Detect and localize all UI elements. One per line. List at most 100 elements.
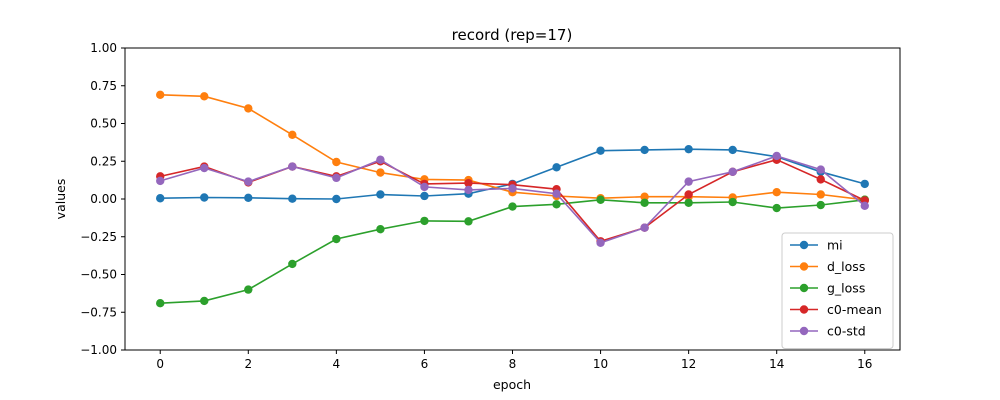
data-point-g_loss [684, 198, 693, 207]
x-tick-label: 6 [421, 357, 429, 371]
legend-box [781, 232, 894, 349]
data-point-g_loss [200, 296, 209, 306]
y-tick-label: −0.75 [80, 305, 117, 319]
y-tick-label: −1.00 [80, 343, 117, 357]
data-point-g_loss [288, 259, 297, 269]
data-point-d_loss [376, 168, 385, 177]
legend: mi d_loss g_loss c0-mean c0-std [781, 232, 894, 349]
data-point-g_loss [640, 198, 649, 207]
legend-item-d_loss: d_loss [790, 259, 865, 274]
data-point-c0-std [200, 163, 209, 173]
data-point-mi [728, 145, 737, 155]
data-point-c0-std [288, 162, 297, 171]
data-point-c0-std [552, 189, 561, 198]
data-point-c0-std [816, 165, 825, 174]
data-point-g_loss [156, 298, 165, 308]
x-tick-label: 4 [333, 357, 341, 371]
data-point-d_loss [288, 130, 297, 140]
data-point-g_loss [772, 203, 781, 213]
legend-item-g_loss: g_loss [790, 281, 865, 296]
series-g_loss [156, 195, 869, 308]
data-point-d_loss [200, 92, 209, 101]
legend-label: c0-std [827, 324, 866, 339]
y-tick-label: 1.00 [90, 41, 117, 55]
data-point-c0-std [860, 201, 869, 210]
y-tick-label: 0.25 [90, 154, 117, 168]
data-point-c0-std [508, 184, 517, 193]
legend-marker [799, 262, 809, 271]
data-point-mi [244, 193, 253, 202]
data-point-mi [376, 190, 385, 199]
data-point-c0-std [728, 167, 737, 177]
data-point-mi [332, 194, 341, 204]
data-point-c0-std [640, 223, 649, 232]
x-tick-label: 10 [593, 357, 608, 371]
data-point-c0-std [244, 177, 253, 186]
series-c0-std [156, 151, 869, 247]
series-line-g_loss [160, 198, 865, 304]
series-layer [156, 90, 869, 308]
data-point-g_loss [508, 202, 517, 211]
legend-label: g_loss [827, 281, 865, 296]
legend-label: d_loss [827, 259, 865, 274]
y-axis-label: values [53, 179, 68, 220]
data-point-g_loss [596, 195, 605, 204]
data-point-c0-std [772, 151, 781, 161]
data-point-c0-std [464, 185, 473, 195]
x-tick-label: 2 [244, 357, 252, 371]
series-line-c0-std [159, 155, 866, 244]
data-point-d_loss [332, 157, 341, 167]
data-point-c0-mean [684, 190, 693, 199]
legend-item-c0-std: c0-std [790, 324, 866, 339]
x-tick-label: 0 [156, 357, 164, 371]
legend-item-c0-mean: c0-mean [790, 302, 882, 317]
y-tick-label: 0.50 [90, 117, 117, 131]
x-tick-label: 16 [857, 357, 872, 371]
data-point-c0-std [684, 177, 693, 186]
data-point-d_loss [244, 104, 253, 113]
y-tick-label: 0.00 [90, 192, 117, 206]
data-point-d_loss [640, 192, 649, 201]
data-point-d_loss [816, 190, 825, 199]
data-point-mi [552, 163, 561, 172]
x-tick-label: 14 [769, 357, 784, 371]
data-point-d_loss [156, 90, 165, 100]
data-point-c0-mean [464, 178, 473, 188]
data-point-mi [640, 145, 649, 155]
data-point-mi [596, 146, 605, 155]
data-point-mi [684, 144, 693, 154]
data-point-c0-std [376, 155, 385, 164]
x-axis-label: epoch [493, 377, 531, 392]
data-point-mi [156, 194, 165, 203]
y-tick-label: −0.25 [80, 230, 117, 244]
data-point-c0-std [420, 182, 429, 192]
y-axis: −1.00 −0.75 −0.50 −0.25 0.00 0.25 0.50 0.75 1.00 [80, 41, 125, 357]
data-point-g_loss [420, 216, 429, 226]
x-tick-label: 12 [681, 357, 696, 371]
data-point-c0-std [332, 173, 341, 183]
legend-item-mi: mi [790, 238, 843, 253]
legend-label: mi [827, 238, 843, 253]
data-point-mi [860, 179, 869, 189]
data-point-c0-std [156, 176, 165, 186]
legend-marker [799, 240, 809, 250]
series-line-c0-mean [160, 158, 866, 243]
data-point-g_loss [332, 234, 341, 244]
data-point-g_loss [244, 285, 253, 294]
data-point-g_loss [728, 197, 737, 207]
legend-marker [799, 326, 809, 336]
data-point-c0-mean [816, 175, 825, 184]
data-point-mi [420, 191, 429, 201]
legend-marker [799, 305, 809, 314]
data-point-d_loss [772, 188, 781, 197]
legend-marker [799, 283, 809, 293]
data-point-c0-std [596, 238, 605, 247]
data-point-g_loss [552, 200, 561, 209]
series-c0-mean [156, 155, 869, 246]
x-axis: 0 2 4 6 8 10 12 14 16 [156, 350, 872, 371]
data-point-mi [288, 194, 297, 203]
y-tick-label: −0.50 [80, 268, 117, 282]
x-tick-label: 8 [509, 357, 517, 371]
data-point-g_loss [464, 217, 473, 226]
